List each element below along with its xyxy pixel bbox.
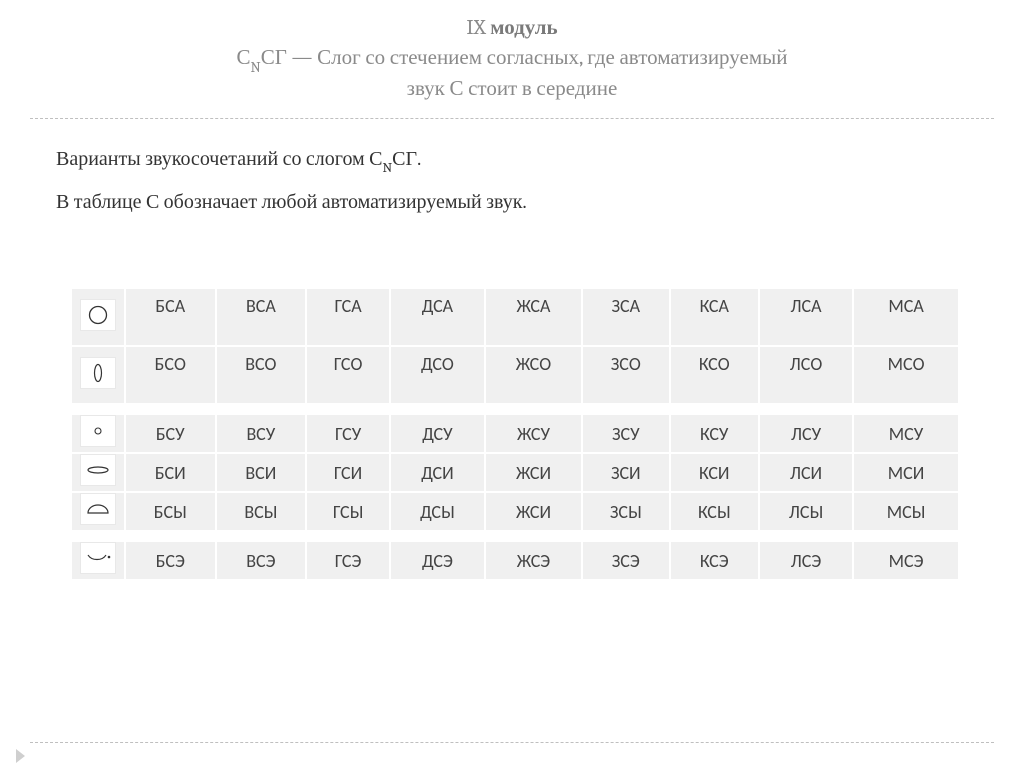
syllable-cell: ЛСУ (760, 415, 852, 452)
syllable-cell: ДСО (391, 347, 484, 403)
title-line-3: звук С стоит в середине (60, 75, 964, 103)
syllable-cell: ЖСИ (486, 493, 581, 530)
syllable-cell: ГСЭ (307, 542, 389, 579)
syllable-cell: БСА (126, 289, 215, 345)
syllable-cell: КСИ (671, 454, 759, 491)
table-row: БСЭВСЭГСЭДСЭЖСЭЗСЭКСЭЛСЭМСЭ (72, 542, 958, 579)
syllable-cell: МСИ (854, 454, 958, 491)
icon-cell (72, 542, 124, 579)
syllable-cell: МСЫ (854, 493, 958, 530)
title-line-1: IX модуль (60, 14, 964, 42)
mouth-shape-icon (80, 415, 116, 447)
syllable-cell: ГСЫ (307, 493, 389, 530)
intro-p1-after: СГ. (392, 147, 421, 170)
syllable-cell: КСЫ (671, 493, 759, 530)
title-prefix: IX (466, 16, 490, 40)
icon-cell (72, 493, 124, 530)
table-row: БСУВСУГСУДСУЖСУЗСУКСУЛСУМСУ (72, 415, 958, 452)
table-row: БСОВСОГСОДСОЖСОЗСОКСОЛСОМСО (72, 347, 958, 403)
syllable-cell: ЗСА (583, 289, 668, 345)
syllable-cell: ЗСУ (583, 415, 668, 452)
syllable-cell: ЖСЭ (486, 542, 581, 579)
syllable-cell: ГСО (307, 347, 389, 403)
syllable-cell: КСУ (671, 415, 759, 452)
intro-p1-sub: N (382, 159, 392, 176)
title-bold: модуль (490, 16, 557, 40)
mouth-shape-icon (80, 493, 116, 525)
syllable-cell: КСА (671, 289, 759, 345)
intro-p1-before: Варианты звукосочетаний со слогом С (56, 147, 382, 170)
title-line2-sub: N (251, 59, 261, 76)
syllable-cell: ВСА (217, 289, 306, 345)
syllable-cell: ДСИ (391, 454, 484, 491)
divider-bottom (30, 742, 994, 743)
title-line2-after: СГ — Слог со стечением согласных, где ав… (261, 46, 788, 70)
syllable-cell: ВСЭ (217, 542, 306, 579)
table-row: БСЫВСЫГСЫДСЫЖСИЗСЫКСЫЛСЫМСЫ (72, 493, 958, 530)
icon-cell (72, 347, 124, 403)
syllable-cell: ВСИ (217, 454, 306, 491)
syllable-cell: ГСИ (307, 454, 389, 491)
syllable-cell: МСА (854, 289, 958, 345)
mouth-shape-icon (80, 357, 116, 389)
table-row: БСАВСАГСАДСАЖСАЗСАКСАЛСАМСА (72, 289, 958, 345)
syllable-cell: ВСУ (217, 415, 306, 452)
syllable-cell: МСУ (854, 415, 958, 452)
syllable-cell: ДСЭ (391, 542, 484, 579)
icon-cell (72, 289, 124, 345)
syllable-table: БСАВСАГСАДСАЖСАЗСАКСАЛСАМСАБСОВСОГСОДСОЖ… (70, 287, 960, 581)
icon-cell (72, 454, 124, 491)
syllable-cell: ЛСА (760, 289, 852, 345)
title-block: IX модуль СNСГ — Слог со стечением согла… (60, 14, 964, 104)
intro-p1: Варианты звукосочетаний со слогом СNСГ. (56, 143, 968, 177)
syllable-table-wrap: БСАВСАГСАДСАЖСАЗСАКСАЛСАМСАБСОВСОГСОДСОЖ… (70, 287, 960, 581)
syllable-cell: ЖСО (486, 347, 581, 403)
table-row: БСИВСИГСИДСИЖСИЗСИКСИЛСИМСИ (72, 454, 958, 491)
syllable-cell: ЖСИ (486, 454, 581, 491)
corner-arrow-icon (16, 749, 25, 763)
syllable-cell: МСЭ (854, 542, 958, 579)
syllable-cell: ЖСА (486, 289, 581, 345)
syllable-cell: ДСА (391, 289, 484, 345)
syllable-cell: ГСУ (307, 415, 389, 452)
syllable-cell: БСИ (126, 454, 215, 491)
syllable-cell: ЗСИ (583, 454, 668, 491)
syllable-cell: ДСУ (391, 415, 484, 452)
syllable-cell: ДСЫ (391, 493, 484, 530)
title-line-2: СNСГ — Слог со стечением согласных, где … (60, 44, 964, 75)
icon-cell (72, 415, 124, 452)
syllable-cell: ЛСО (760, 347, 852, 403)
syllable-cell: БСЫ (126, 493, 215, 530)
syllable-cell: БСУ (126, 415, 215, 452)
mouth-shape-icon (80, 454, 116, 486)
syllable-cell: ЛСИ (760, 454, 852, 491)
title-line2-before: С (237, 46, 251, 70)
syllable-cell: ЗСО (583, 347, 668, 403)
syllable-cell: ГСА (307, 289, 389, 345)
divider-top (30, 118, 994, 119)
syllable-cell: ЛСЫ (760, 493, 852, 530)
mouth-shape-icon (80, 299, 116, 331)
syllable-cell: БСО (126, 347, 215, 403)
syllable-cell: ЗСЭ (583, 542, 668, 579)
syllable-cell: КСЭ (671, 542, 759, 579)
page: IX модуль СNСГ — Слог со стечением согла… (0, 0, 1024, 767)
syllable-cell: МСО (854, 347, 958, 403)
syllable-cell: ВСО (217, 347, 306, 403)
syllable-cell: КСО (671, 347, 759, 403)
intro-block: Варианты звукосочетаний со слогом СNСГ. … (56, 143, 968, 218)
syllable-cell: ВСЫ (217, 493, 306, 530)
syllable-cell: БСЭ (126, 542, 215, 579)
mouth-shape-icon (80, 542, 116, 574)
syllable-cell: ЖСУ (486, 415, 581, 452)
intro-p2: В таблице С обозначает любой автоматизир… (56, 186, 968, 217)
syllable-cell: ЛСЭ (760, 542, 852, 579)
syllable-cell: ЗСЫ (583, 493, 668, 530)
